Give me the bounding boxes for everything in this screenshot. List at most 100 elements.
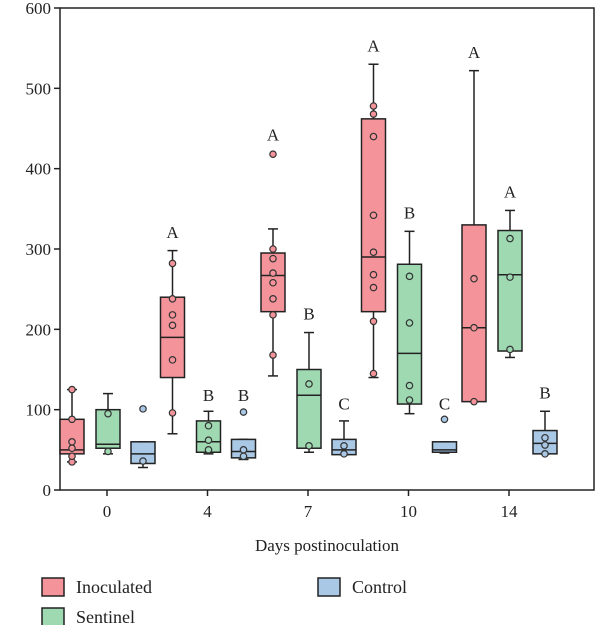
box-sentinel-14 — [497, 209, 523, 359]
data-point — [269, 351, 277, 359]
x-tick-label: 0 — [103, 502, 112, 521]
significance-letter: A — [468, 43, 481, 62]
data-point — [541, 433, 549, 442]
data-point — [369, 369, 378, 378]
data-point — [369, 110, 378, 118]
data-point — [139, 405, 147, 413]
x-axis-title: Days postinoculation — [255, 536, 400, 555]
data-point — [369, 248, 378, 257]
box-inoculated-0 — [59, 385, 85, 466]
data-point — [541, 441, 549, 449]
data-point — [239, 452, 248, 461]
box-iqr — [497, 229, 523, 352]
data-point — [305, 442, 313, 450]
significance-letter: B — [539, 383, 550, 402]
data-point — [269, 269, 277, 277]
legend-label: Control — [352, 577, 407, 597]
box-sentinel-0 — [95, 392, 121, 456]
data-point — [369, 270, 378, 279]
box-iqr — [431, 441, 458, 453]
data-point — [470, 274, 478, 283]
y-tick-label: 0 — [43, 481, 52, 500]
y-tick-label: 100 — [26, 401, 52, 420]
data-point — [506, 234, 514, 243]
legend-item-sentinel: Sentinel — [41, 607, 135, 625]
significance-letter: B — [404, 203, 415, 222]
box-control-0 — [130, 405, 156, 469]
box-sentinel-7 — [296, 331, 322, 453]
x-tick-label: 7 — [304, 502, 313, 521]
data-point — [139, 457, 147, 465]
y-tick-label: 600 — [26, 0, 52, 18]
legend-label: Sentinel — [76, 607, 135, 625]
significance-letter: A — [367, 36, 380, 55]
significance-letter: C — [338, 395, 349, 414]
x-tick-label: 10 — [400, 502, 417, 521]
significance-letter: C — [439, 395, 450, 414]
data-point — [340, 450, 348, 458]
significance-letter: A — [166, 223, 179, 242]
data-point — [204, 446, 213, 454]
y-tick-label: 500 — [26, 79, 52, 98]
data-point — [269, 295, 277, 303]
data-point — [405, 272, 414, 281]
legend-swatch — [317, 577, 341, 597]
data-point — [305, 380, 313, 388]
significance-letter: B — [303, 305, 314, 324]
data-point — [168, 356, 177, 364]
data-point — [405, 381, 414, 390]
box-inoculated-4 — [159, 249, 186, 435]
legend-item-control: Control — [317, 577, 407, 597]
data-point — [269, 254, 277, 263]
data-point — [369, 102, 378, 110]
data-point — [168, 259, 177, 268]
data-point — [269, 245, 277, 253]
legend-swatch — [41, 607, 65, 625]
data-point — [168, 321, 177, 330]
significance-letter: B — [203, 386, 214, 405]
data-point — [440, 415, 449, 424]
data-point — [68, 444, 76, 453]
data-point — [204, 421, 213, 430]
box-inoculated-14 — [461, 69, 487, 406]
y-tick-label: 300 — [26, 240, 52, 259]
significance-letter: A — [504, 183, 517, 202]
data-point — [104, 447, 112, 456]
significance-letter: A — [267, 126, 280, 145]
data-point — [470, 323, 478, 332]
data-point — [269, 311, 277, 319]
y-tick-label: 200 — [26, 320, 52, 339]
data-point — [168, 311, 177, 319]
data-point — [68, 415, 76, 424]
x-tick-label: 4 — [203, 502, 212, 521]
data-point — [269, 150, 277, 159]
data-point — [239, 446, 248, 454]
data-point — [239, 408, 248, 416]
data-point — [405, 319, 414, 327]
data-point — [204, 436, 213, 444]
box-inoculated-7 — [260, 150, 286, 377]
y-tick-label: 400 — [26, 160, 52, 179]
box-iqr — [396, 263, 423, 405]
data-point — [506, 273, 514, 281]
data-point — [541, 450, 549, 458]
box-iqr — [95, 408, 121, 449]
legend-item-inoculated: Inoculated — [41, 577, 152, 597]
box-control-4 — [230, 408, 257, 461]
data-point — [68, 437, 76, 446]
data-point — [68, 452, 76, 461]
box-iqr — [461, 224, 487, 403]
x-tick-label: 14 — [501, 502, 519, 521]
data-point — [168, 409, 177, 417]
box-control-7 — [331, 420, 357, 458]
legend-label: Inoculated — [76, 577, 152, 597]
data-point — [68, 385, 76, 394]
box-inoculated-10 — [360, 63, 387, 379]
data-point — [405, 396, 414, 404]
box-sentinel-10 — [396, 230, 423, 415]
box-control-10 — [431, 415, 458, 454]
significance-letter: B — [238, 386, 249, 405]
legend-swatch — [41, 577, 65, 597]
data-point — [269, 278, 277, 287]
